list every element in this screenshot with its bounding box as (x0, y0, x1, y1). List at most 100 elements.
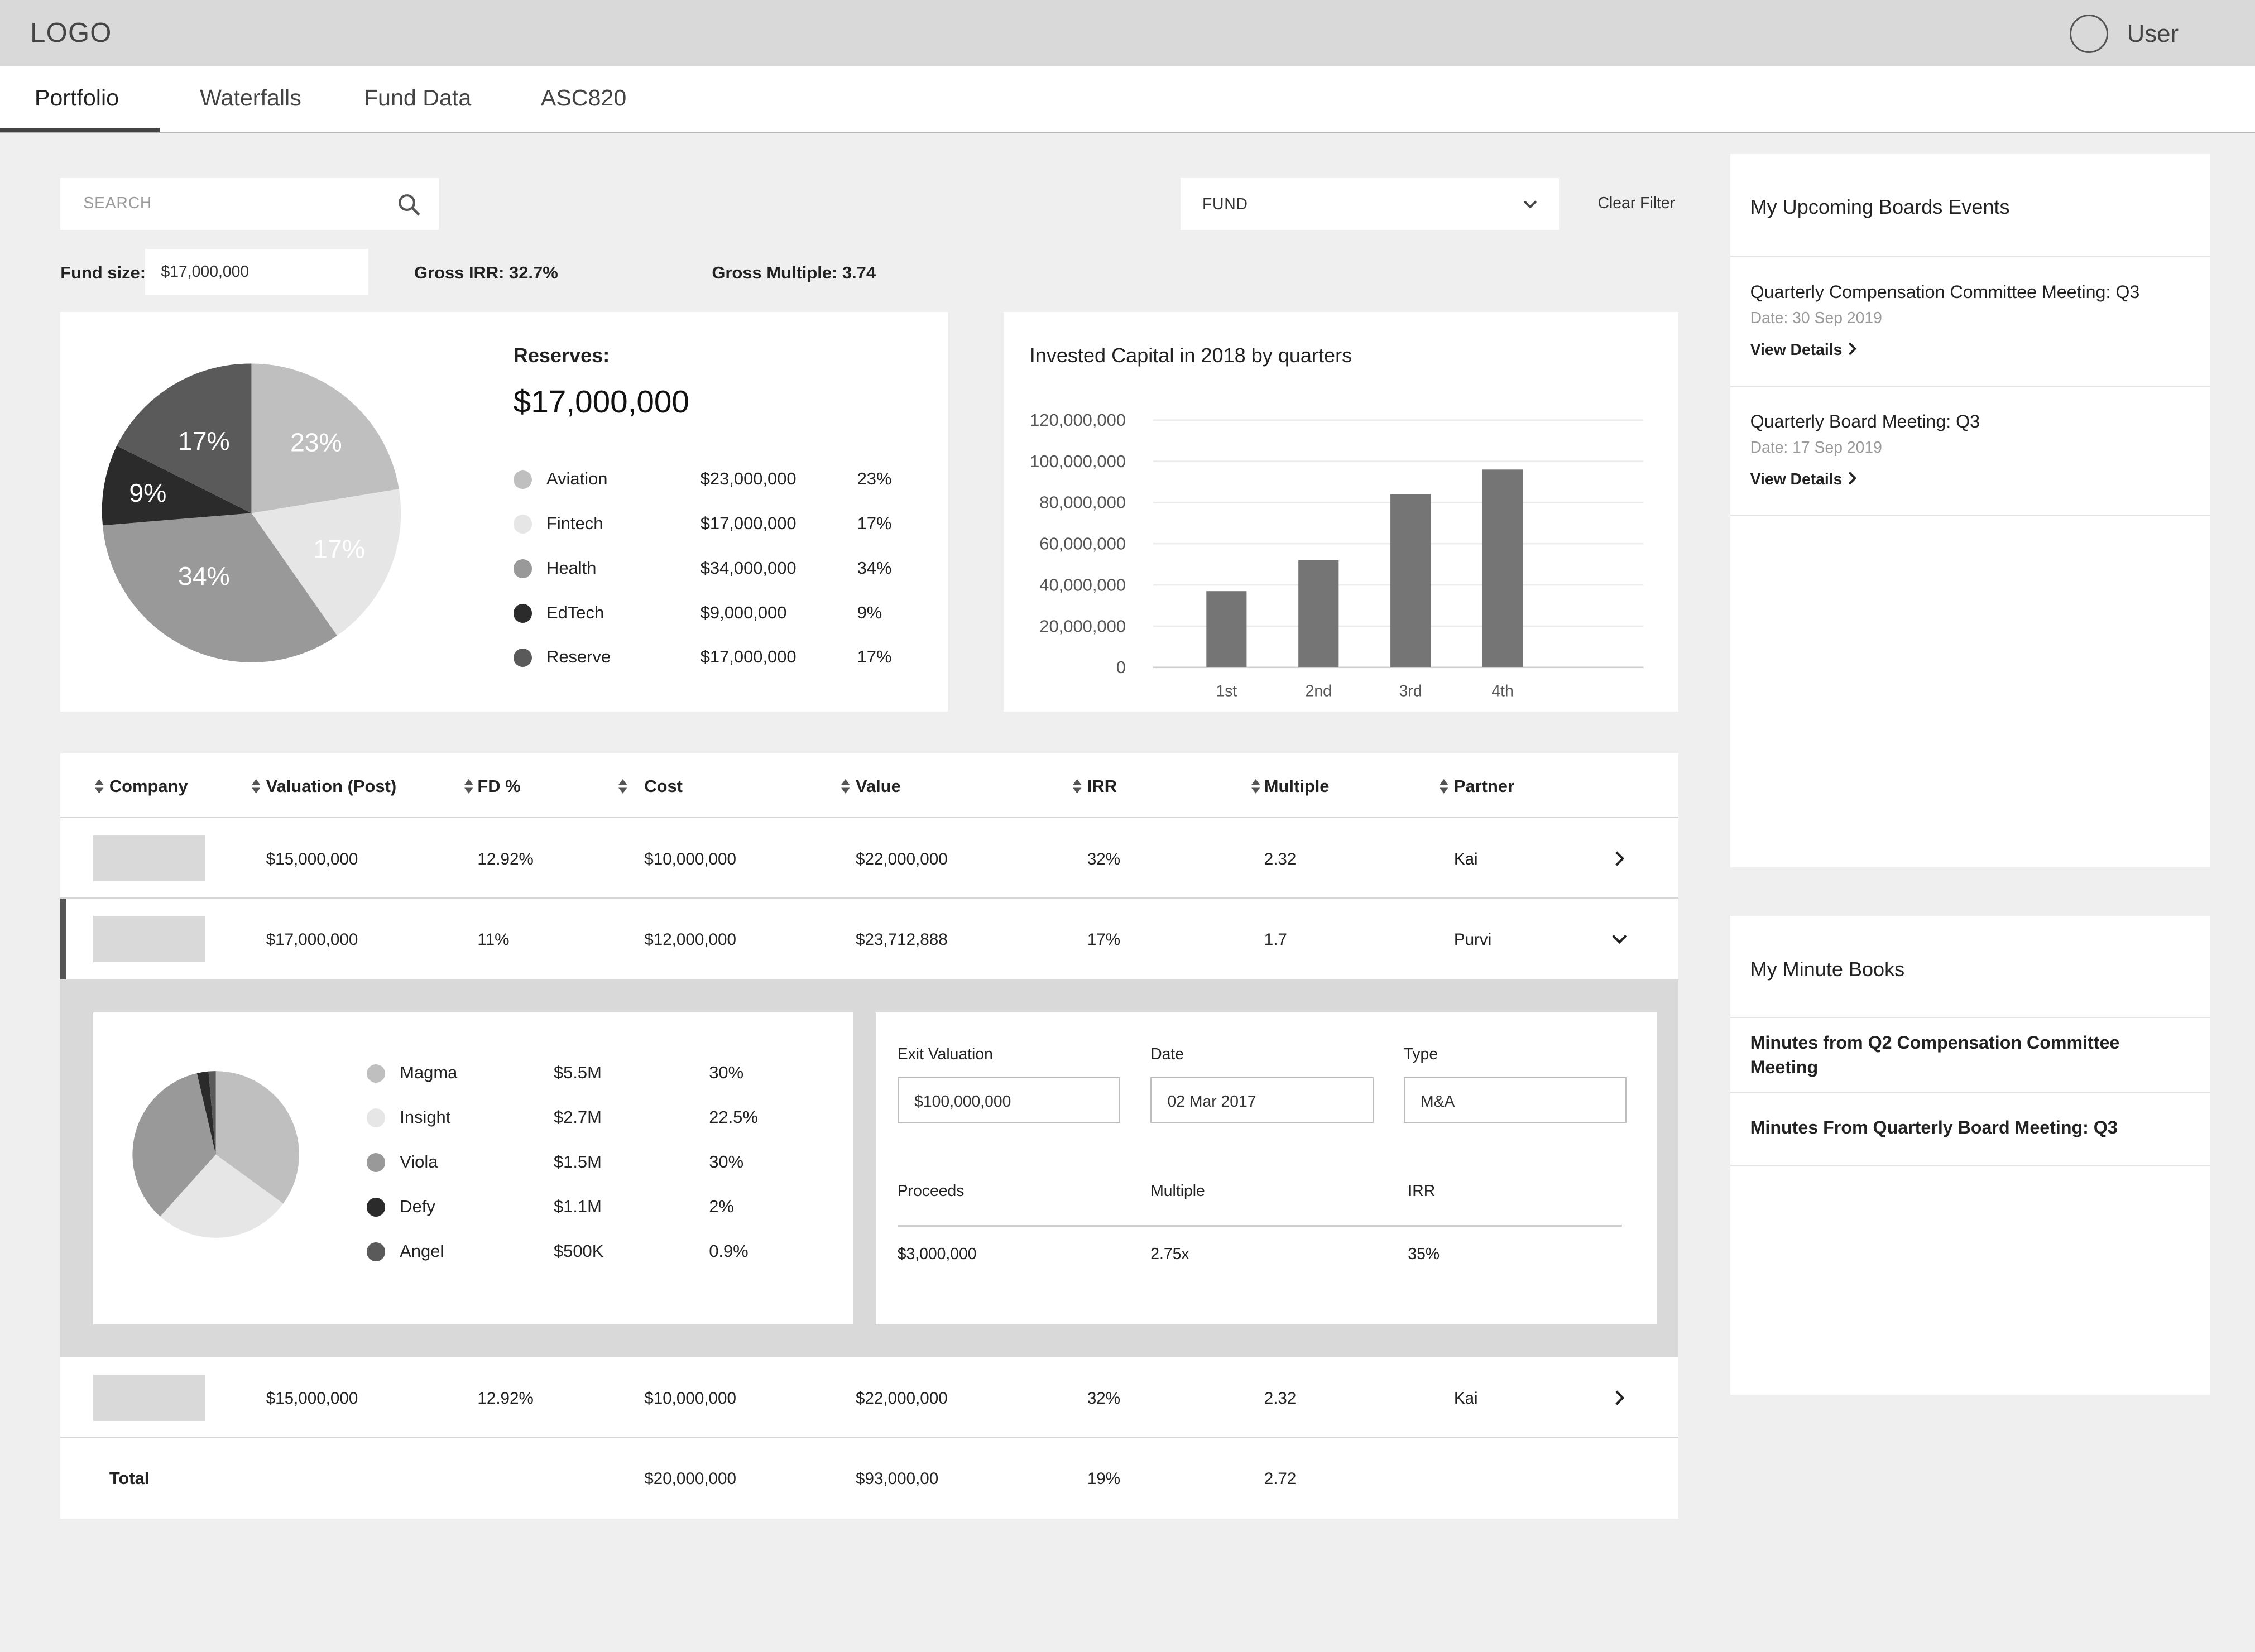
event-date: Date: 30 Sep 2019 (1750, 309, 1882, 327)
minute-book-item[interactable]: Minutes From Quarterly Board Meeting: Q3 (1750, 1117, 2118, 1138)
fund-size-input[interactable] (158, 261, 366, 284)
fund-dropdown[interactable]: FUND (1181, 178, 1559, 230)
multiple-label: Multiple (1150, 1182, 1205, 1200)
view-details-link[interactable]: View Details (1750, 341, 1858, 359)
chart-title: Invested Capital in 2018 by quarters (1029, 343, 1352, 367)
total-value: $93,000,00 (856, 1469, 939, 1488)
gross-irr: Gross IRR: 32.7% (414, 263, 558, 283)
column-header-value[interactable]: Value (856, 776, 901, 796)
panel-divider (1730, 1164, 2211, 1166)
sort-icon[interactable] (251, 779, 261, 794)
minute-book-item[interactable]: Minutes from Q2 Compensation Committee M… (1750, 1032, 2120, 1078)
pie-slice-edtech (102, 445, 252, 526)
y-tick-label: 120,000,000 (1030, 410, 1126, 430)
legend-name: Defy (400, 1196, 435, 1216)
sort-icon[interactable] (1440, 779, 1448, 794)
cell-cost: $12,000,000 (644, 930, 736, 949)
tab-asc820[interactable]: ASC820 (540, 85, 627, 111)
type-input[interactable] (1417, 1091, 1618, 1113)
legend-amount: $17,000,000 (700, 647, 797, 667)
panel-divider (1730, 1091, 2211, 1093)
column-header-fd[interactable]: FD % (477, 776, 521, 796)
multiple-value: 2.75x (1150, 1245, 1189, 1264)
search-input[interactable] (80, 193, 374, 214)
y-tick-label: 20,000,000 (1040, 616, 1126, 636)
column-header-multiple[interactable]: Multiple (1264, 776, 1330, 796)
chevron-right-icon[interactable] (1612, 1389, 1627, 1406)
date-box (1150, 1077, 1374, 1123)
chevron-right-icon (1849, 472, 1857, 485)
legend-name: EdTech (546, 602, 604, 622)
sort-icon[interactable] (95, 779, 104, 794)
exit-details-card (876, 1012, 1657, 1324)
proceeds-label: Proceeds (897, 1182, 965, 1200)
exit-valuation-input[interactable] (911, 1091, 1112, 1113)
column-header-valuation[interactable]: Valuation (Post) (266, 776, 397, 796)
pie-label-edtech: 9% (129, 478, 167, 507)
pie-label-fintech: 17% (314, 535, 366, 564)
chevron-right-icon[interactable] (1612, 850, 1627, 867)
irr-value: 35% (1408, 1245, 1440, 1264)
legend-amount: $500K (553, 1241, 604, 1261)
cell-cost: $10,000,000 (644, 1389, 736, 1408)
cell-fd: 12.92% (477, 849, 534, 868)
search-icon[interactable] (397, 193, 423, 218)
sort-icon[interactable] (1251, 779, 1260, 794)
legend-dot (367, 1198, 386, 1217)
top-bar (0, 0, 2255, 66)
legend-dot (513, 515, 532, 534)
legend-dot (367, 1064, 386, 1083)
sort-icon[interactable] (1073, 779, 1082, 794)
view-details-link[interactable]: View Details (1750, 470, 1858, 489)
invested-capital-bar-chart: 0 20,000,000 40,000,000 60,000,000 80,000,00… (1030, 410, 1644, 700)
column-header-partner[interactable]: Partner (1453, 776, 1515, 796)
pie-slice-health (103, 513, 338, 663)
legend-name: Aviation (546, 468, 608, 488)
chevron-down-icon[interactable] (1611, 932, 1628, 947)
legend-name: Fintech (546, 513, 603, 533)
column-header-company[interactable]: Company (109, 776, 188, 796)
legend-pct: 17% (857, 513, 892, 533)
tab-waterfalls[interactable]: Waterfalls (200, 85, 301, 111)
pie-slice-aviation (251, 363, 400, 513)
view-details-label: View Details (1750, 470, 1843, 488)
cell-partner: Kai (1453, 1389, 1478, 1408)
search-box (60, 178, 439, 230)
pie-slice-magma (215, 1071, 299, 1204)
legend-pct: 2% (709, 1196, 734, 1216)
reserves-title: Reserves: (513, 343, 610, 367)
tab-fund-data[interactable]: Fund Data (363, 85, 472, 111)
event-title: Quarterly Compensation Committee Meeting… (1750, 281, 2140, 302)
cell-irr: 32% (1087, 1389, 1121, 1408)
column-header-irr[interactable]: IRR (1087, 776, 1117, 796)
bar-2nd (1298, 560, 1339, 667)
legend-pct: 17% (857, 647, 892, 667)
exit-valuation-box (897, 1077, 1121, 1123)
invested-capital-card (1004, 312, 1678, 712)
fund-size-label: Fund size: (60, 263, 146, 283)
sort-icon[interactable] (618, 779, 627, 794)
bar-1st (1206, 590, 1247, 667)
total-cost: $20,000,000 (644, 1469, 736, 1488)
clear-filter-link[interactable]: Clear Filter (1597, 194, 1675, 212)
user-menu[interactable]: User (2127, 20, 2179, 48)
y-tick-label: 80,000,000 (1040, 492, 1126, 512)
legend-pct: 22.5% (709, 1107, 758, 1127)
legend-pct: 30% (709, 1063, 744, 1083)
company-logo (93, 916, 206, 962)
column-header-cost[interactable]: Cost (644, 776, 683, 796)
cell-cost: $10,000,000 (644, 849, 736, 868)
date-input[interactable] (1164, 1091, 1365, 1113)
bar-3rd (1390, 494, 1431, 667)
tab-portfolio[interactable]: Portfolio (34, 85, 119, 111)
legend-amount: $5.5M (553, 1063, 602, 1083)
pie-label-health: 34% (178, 562, 230, 591)
sort-icon[interactable] (464, 779, 473, 794)
cell-fd: 11% (477, 930, 510, 949)
legend-name: Health (546, 558, 597, 578)
user-avatar-icon[interactable] (2069, 14, 2109, 54)
legend-name: Angel (400, 1241, 444, 1261)
legend-pct: 0.9% (709, 1241, 749, 1261)
investors-pie-chart (132, 1071, 299, 1238)
sort-icon[interactable] (841, 779, 850, 794)
